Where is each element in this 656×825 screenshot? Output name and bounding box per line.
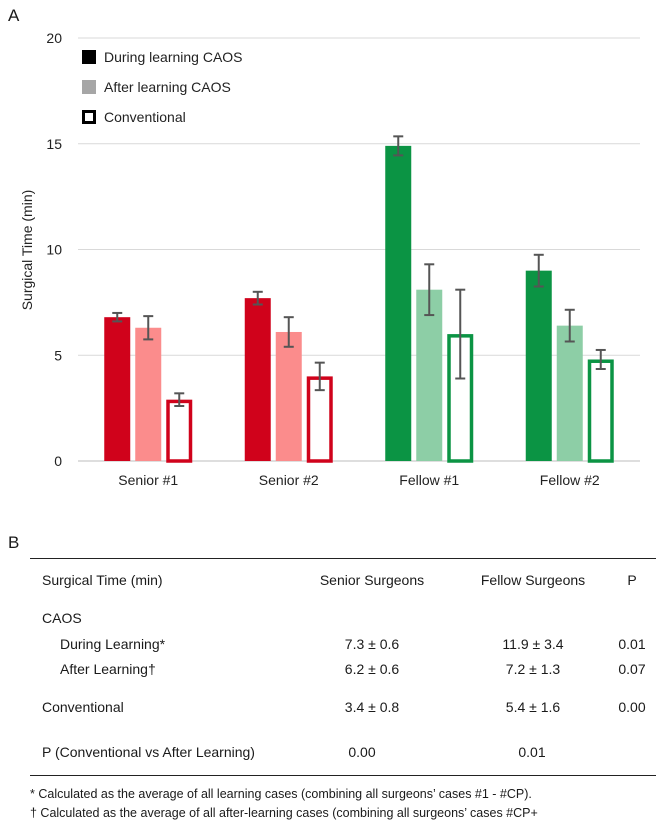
bar-chart: 0 5 10 15 20 Senior #1 Senior #2 Fellow #1 Fello… (19, 30, 640, 488)
table-row-pvalue-fellow: 0.01 (518, 744, 546, 760)
legend-label: During learning CAOS (104, 49, 243, 65)
table-header-fellow: Fellow Surgeons (480, 572, 586, 588)
bar (525, 270, 552, 461)
bar (385, 145, 412, 462)
table-row-conventional-p: 0.00 (618, 699, 646, 715)
table-row-caos-label: CAOS (42, 610, 82, 626)
table-row-conventional-label: Conventional (42, 699, 124, 715)
footnote-learning: * Calculated as the average of all learn… (30, 787, 532, 801)
x-tick-label: Senior #1 (118, 472, 178, 488)
legend-swatch (82, 110, 96, 124)
table-top-rule (30, 558, 656, 559)
x-tick-label: Fellow #1 (399, 472, 459, 488)
legend-swatch (82, 50, 96, 64)
panel-b-label: B (8, 533, 20, 552)
table-row-conventional-senior: 3.4 ± 0.8 (344, 699, 400, 715)
table-bottom-rule (30, 775, 656, 776)
footnote-after-learning: † Calculated as the average of all after… (30, 806, 538, 820)
bar (104, 317, 131, 461)
y-axis-label: Surgical Time (min) (19, 190, 35, 311)
bar (587, 359, 614, 463)
bar (166, 399, 193, 463)
y-tick-label: 20 (46, 30, 62, 46)
table-header-p: P (627, 572, 637, 588)
y-tick-label: 15 (46, 136, 62, 152)
table-header-senior: Senior Surgeons (319, 572, 425, 588)
table-row-after-label: After Learning† (60, 661, 156, 677)
table-row-after-fellow: 7.2 ± 1.3 (505, 661, 561, 677)
table-row-during-p: 0.01 (618, 636, 646, 652)
legend-label: After learning CAOS (104, 79, 231, 95)
x-tick-label: Senior #2 (259, 472, 319, 488)
legend-label: Conventional (104, 109, 186, 125)
y-tick-label: 0 (54, 453, 62, 469)
bar (416, 289, 443, 461)
table-row-during-fellow: 11.9 ± 3.4 (502, 636, 564, 652)
bar (556, 325, 583, 461)
legend-swatch (82, 80, 96, 94)
x-tick-label: Fellow #2 (540, 472, 600, 488)
table-row-pvalue-senior: 0.00 (348, 744, 376, 760)
bar (275, 331, 302, 461)
bar (135, 327, 162, 461)
table-row-pvalue-label: P (Conventional vs After Learning) (42, 744, 255, 760)
bar (244, 298, 271, 461)
table-row-after-p: 0.07 (618, 661, 646, 677)
table-header-label: Surgical Time (min) (42, 572, 163, 588)
table-row-during-senior: 7.3 ± 0.6 (344, 636, 400, 652)
y-tick-label: 5 (54, 347, 62, 363)
table-row-conventional-fellow: 5.4 ± 1.6 (505, 699, 561, 715)
panel-a-label: A (8, 6, 20, 25)
y-tick-label: 10 (46, 242, 62, 258)
table-row-during-label: During Learning* (60, 636, 166, 652)
table-row-after-senior: 6.2 ± 0.6 (344, 661, 400, 677)
